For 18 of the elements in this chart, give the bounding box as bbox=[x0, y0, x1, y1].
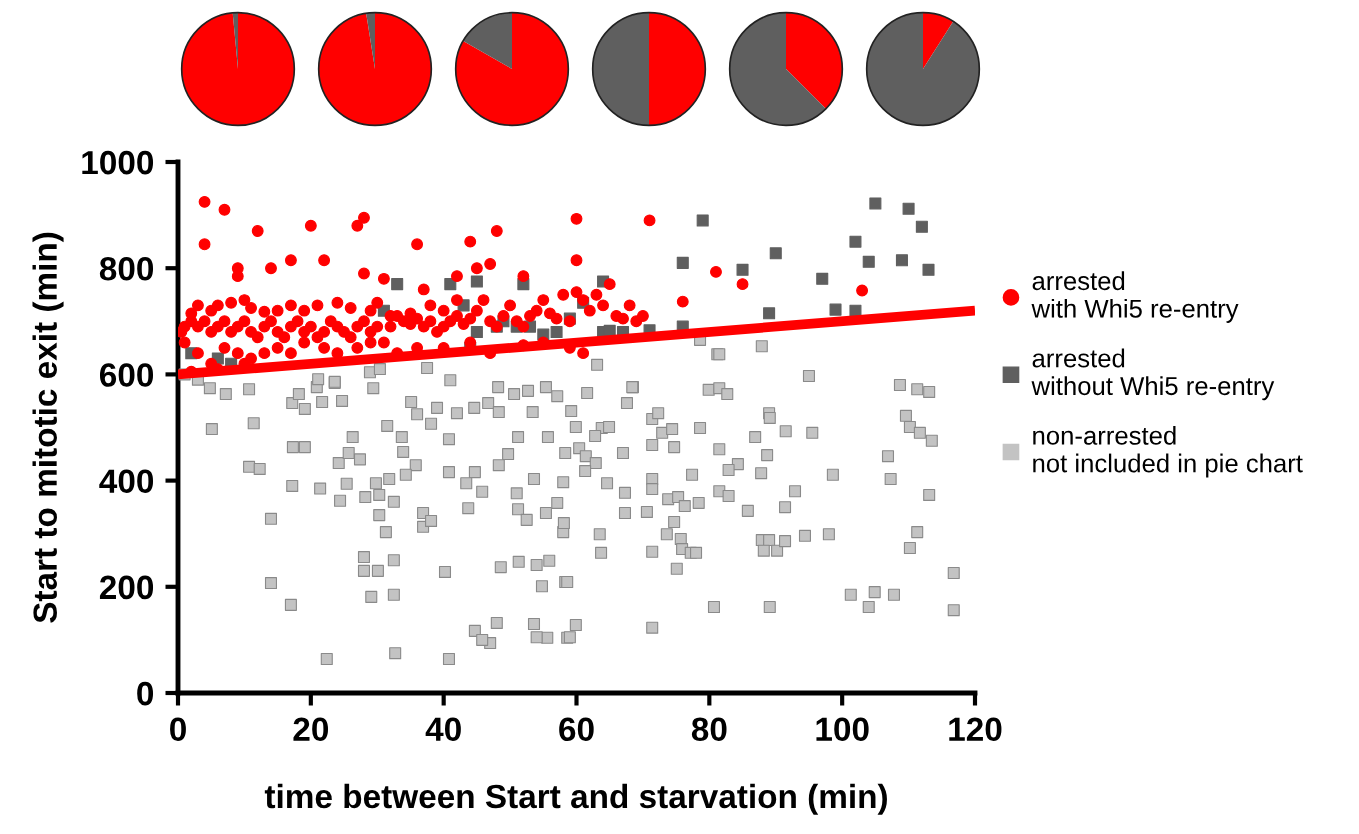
y-tick-label: 400 bbox=[99, 469, 154, 494]
legend-label: arrested with Whi5 re-entry bbox=[1031, 271, 1239, 323]
y-tick-label: 0 bbox=[137, 681, 154, 706]
x-tick-label: 80 bbox=[691, 717, 727, 742]
x-tick-label: 60 bbox=[559, 717, 594, 742]
x-tick-label: 20 bbox=[293, 717, 329, 742]
x-tick-label: 0 bbox=[170, 717, 186, 742]
y-tick-label: 800 bbox=[99, 257, 154, 281]
x-axis-title: time between Start and starvation (min) bbox=[264, 783, 887, 815]
y-tick-label: 200 bbox=[99, 575, 154, 600]
y-axis-title: Start to mitotic exit (min) bbox=[32, 232, 64, 623]
y-tick-label: 600 bbox=[100, 363, 154, 387]
legend-label: arrested without Whi5 re-entry bbox=[1031, 348, 1275, 401]
legend-label: non-arrested not included in pie chart bbox=[1033, 425, 1303, 478]
y-tick-label: 1000 bbox=[82, 150, 154, 175]
x-tick-label: 120 bbox=[949, 717, 1002, 742]
x-tick-label: 100 bbox=[816, 717, 869, 742]
x-tick-label: 40 bbox=[425, 717, 461, 742]
